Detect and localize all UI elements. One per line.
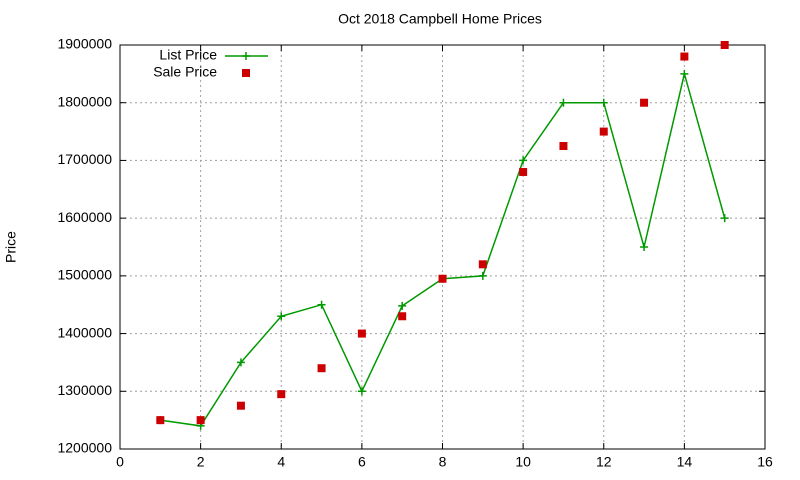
y-tick-label: 1700000 [57,151,112,167]
x-tick-label: 2 [197,454,205,470]
plot-frame [119,44,766,450]
point [438,274,447,283]
x-tick-label: 0 [116,454,124,470]
point [599,127,608,136]
legend-label: Sale Price [153,64,217,80]
x-tick-label: 14 [677,454,693,470]
point [317,364,326,373]
point [680,52,689,61]
point [478,271,487,280]
point [680,69,689,78]
y-tick-label: 1400000 [57,324,112,340]
point [236,358,245,367]
point [398,312,407,321]
point [277,390,286,399]
point [156,416,165,425]
point [559,142,568,150]
point [478,260,487,269]
point [277,312,286,321]
point [236,401,245,410]
point [599,98,608,107]
legend-label: List Price [159,47,217,63]
y-tick-label: 1200000 [57,440,112,456]
legend-marker [242,52,250,60]
point [720,214,729,223]
point [357,387,366,396]
x-tick-label: 10 [515,454,531,470]
point [317,300,326,309]
y-tick-label: 1500000 [57,267,112,283]
y-axis-label: Price [3,231,19,263]
x-tick-label: 12 [596,454,612,470]
x-tick-label: 16 [757,454,773,470]
point [640,98,649,107]
point [720,41,729,49]
chart-title: Oct 2018 Campbell Home Prices [338,11,542,27]
x-tick-label: 8 [439,454,447,470]
y-tick-label: 1600000 [57,209,112,225]
y-tick-label: 1800000 [57,93,112,109]
x-tick-label: 4 [277,454,285,470]
point [357,329,366,338]
point [559,98,568,107]
y-tick-label: 1300000 [57,382,112,398]
x-tick-label: 6 [358,454,366,470]
y-tick-label: 1900000 [57,36,112,52]
point [640,243,649,251]
point [196,416,205,425]
legend-marker [242,69,250,77]
point [519,156,528,165]
point [398,301,407,310]
point [519,167,528,176]
